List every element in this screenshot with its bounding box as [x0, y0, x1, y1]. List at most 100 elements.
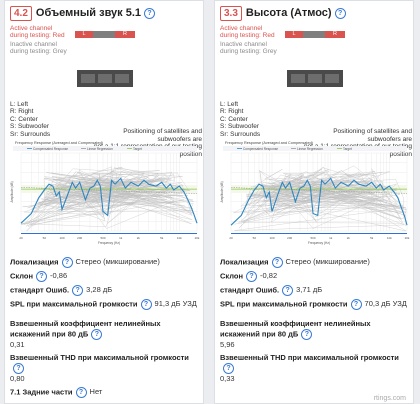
metric-row: Склон? -0,86: [10, 271, 202, 282]
x-tick-label: 1k: [329, 236, 333, 240]
chart-title: Frequency Response (Averaged and Compens…: [15, 141, 104, 145]
metric-row: Взвешенный THD при максимальной громкост…: [220, 353, 412, 384]
x-tick-label: 1k: [119, 236, 123, 240]
speaker-driver-icon: [291, 74, 305, 83]
score-badge: 3.3: [220, 5, 242, 21]
frequency-response-chart: Frequency Response (Averaged and Compens…: [10, 141, 200, 245]
x-tick-label: 100: [59, 236, 64, 240]
section-title: Объемный звук 5.1: [35, 7, 142, 19]
metric-row: Взвешенный коэффициент нелинейных искаже…: [220, 319, 412, 350]
x-tick-label: 20: [229, 236, 233, 240]
positioning-note-line: Positioning of satellites and subwoofers…: [333, 128, 412, 143]
speaker-driver-icon: [115, 74, 129, 83]
compensated-response-line: [230, 177, 408, 226]
help-icon[interactable]: ?: [334, 7, 346, 19]
metric-value: 3,71 дБ: [296, 285, 323, 295]
y-axis-label: Amplitude (dB): [10, 181, 14, 202]
help-icon[interactable]: ?: [223, 363, 234, 374]
help-icon[interactable]: ?: [282, 285, 294, 296]
x-tick-label: 20: [19, 236, 23, 240]
soundbar-icon: [77, 70, 133, 87]
metric-label: Взвешенный коэффициент нелинейных искаже…: [220, 319, 371, 339]
metric-label: Взвешенный коэффициент нелинейных искаже…: [10, 319, 161, 339]
linear-regression-line: [20, 187, 198, 194]
metric-label: Склон: [10, 271, 34, 281]
help-icon[interactable]: ?: [350, 299, 362, 310]
help-icon[interactable]: ?: [75, 387, 87, 398]
help-icon[interactable]: ?: [13, 363, 24, 374]
chart-title: Frequency Response (Averaged and Compens…: [225, 141, 314, 145]
metric-label: стандарт Ошиб.: [10, 285, 70, 295]
inactive-channel-line: during testing: Grey: [220, 48, 277, 55]
metric-value: 0,80: [10, 374, 25, 383]
inactive-channel-line: Inactive channel: [10, 41, 57, 48]
active-channel-line: during testing: Red: [10, 32, 65, 39]
active-channel-line: Active channel: [10, 25, 53, 32]
section-header: 4.2 Объемный звук 5.1?: [10, 5, 156, 21]
x-tick-label: 500: [311, 236, 316, 240]
metric-row: Взвешенный коэффициент нелинейных искаже…: [10, 319, 202, 350]
metric-label: Склон: [220, 271, 244, 281]
site-footer: rtings.com: [373, 395, 406, 402]
x-tick-label: 20k: [405, 236, 410, 240]
metric-value: -0,82: [260, 271, 278, 281]
metric-value: Нет: [89, 387, 103, 397]
help-icon[interactable]: ?: [271, 257, 283, 268]
compensated-response-line: [20, 177, 198, 224]
metric-row: Локализация? Стерео (микширование): [10, 257, 202, 268]
metric-row: 7.1 Задние части? Нет: [10, 387, 202, 398]
active-channel-line: during testing: Red: [220, 32, 275, 39]
metric-value: 0,31: [10, 340, 25, 349]
x-tick-label: 50: [43, 236, 47, 240]
metric-row: Взвешенный THD при максимальной громкост…: [10, 353, 202, 384]
inactive-channel-line: Inactive channel: [220, 41, 267, 48]
x-axis-label: Frequency (Hz): [308, 241, 330, 245]
x-tick-label: 50: [253, 236, 257, 240]
help-icon[interactable]: ?: [140, 299, 152, 310]
active-channel-note: Active channel during testing: Red: [10, 25, 65, 39]
active-channel-line: Active channel: [220, 25, 263, 32]
chart-legend-strip: [223, 146, 407, 151]
soundbar-icon: [287, 70, 343, 87]
channel-legend-item: Sr: Surrounds: [220, 130, 261, 138]
help-icon[interactable]: ?: [301, 329, 313, 340]
positioning-note-line: Positioning of satellites and subwoofers…: [123, 128, 202, 143]
x-tick-label: 100: [269, 236, 274, 240]
chart-legend-label: Target: [343, 147, 352, 151]
x-tick-label: 2k: [137, 236, 141, 240]
channel-legend: L: Left R: Right C: Center S: Subwoofer Sr: …: [10, 101, 50, 138]
channel-legend-item: Sr: Surrounds: [10, 130, 51, 138]
help-icon[interactable]: ?: [144, 7, 156, 19]
channel-indicator: R: [115, 31, 135, 38]
help-icon[interactable]: ?: [246, 271, 258, 282]
channel-indicator: [93, 31, 115, 38]
chart-legend-strip: [13, 146, 197, 151]
metric-row: SPL при максимальной громкости? 70,3 дБ У…: [220, 299, 412, 310]
metric-label: 7.1 Задние части: [10, 387, 73, 397]
chart-legend-label: Compensated Response: [243, 147, 278, 151]
metric-value: -0,86: [50, 271, 68, 281]
metric-row: стандарт Ошиб.? 3,28 дБ: [10, 285, 202, 296]
help-icon[interactable]: ?: [36, 271, 48, 282]
metric-label: Взвешенный THD при максимальной громкост…: [10, 353, 189, 362]
metric-label: Взвешенный THD при максимальной громкост…: [220, 353, 399, 362]
channel-legend-item: R: Right: [220, 108, 244, 116]
channel-legend-item: C: Center: [10, 115, 38, 123]
metric-value: Стерео (микширование): [75, 257, 160, 267]
test-panel-surround: 4.2 Объемный звук 5.1? Active channel durin…: [4, 0, 204, 404]
inactive-channel-note: Inactive channel during testing: Grey: [10, 41, 67, 55]
channel-legend-item: S: Subwoofer: [10, 123, 50, 131]
x-tick-label: 5k: [160, 236, 164, 240]
x-tick-label: 20k: [195, 236, 200, 240]
metric-label: SPL при максимальной громкости: [220, 299, 348, 309]
help-icon[interactable]: ?: [91, 329, 103, 340]
score-badge: 4.2: [10, 5, 32, 21]
metric-label: Локализация: [10, 257, 59, 267]
help-icon[interactable]: ?: [61, 257, 73, 268]
x-tick-label: 10k: [387, 236, 392, 240]
x-tick-label: 5k: [370, 236, 374, 240]
help-icon[interactable]: ?: [72, 285, 84, 296]
x-tick-label: 10k: [177, 236, 182, 240]
speaker-driver-icon: [308, 74, 322, 83]
chart-legend-label: Target: [133, 147, 142, 151]
